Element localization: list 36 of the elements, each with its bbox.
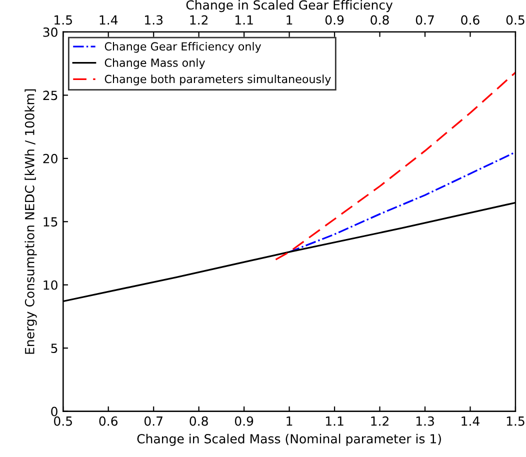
- x2-tick-label: 1.3: [145, 15, 163, 25]
- y-tick-label: 25: [43, 90, 58, 100]
- y-tick-label: 10: [44, 280, 58, 290]
- line-series: [288, 151, 516, 253]
- legend-label: Change Mass only: [104, 58, 205, 70]
- x2-tick-label: 1.4: [100, 15, 118, 25]
- x-tick-label: 1.2: [371, 416, 388, 426]
- x2-tick-label: 1.5: [54, 15, 72, 25]
- x-tick-label: 1: [286, 416, 292, 426]
- x-tick-label: 1.1: [326, 416, 344, 426]
- x-tick-label: 0.8: [190, 416, 208, 426]
- y-tick-label: 5: [51, 344, 58, 354]
- x-tick-label: 0.9: [234, 416, 254, 426]
- x-tick-label: 1.5: [506, 416, 524, 426]
- legend-label: Change Gear Efficiency only: [104, 42, 262, 53]
- x2-tick-label: 0.8: [370, 15, 389, 25]
- x-tick-label: 0.6: [99, 416, 118, 426]
- x2-tick-label: 0.6: [461, 15, 480, 25]
- y-tick-label: 15: [44, 217, 58, 227]
- y-tick-label: 0: [51, 406, 58, 416]
- x2-tick-label: 1: [286, 15, 292, 25]
- x2-tick-label: 1.2: [190, 15, 208, 25]
- x2-axis-title: Change in Scaled Gear Efficiency: [186, 0, 393, 12]
- x-tick-label: 0.7: [144, 416, 162, 426]
- x-tick-label: 0.5: [54, 416, 72, 426]
- y-tick-label: 20: [43, 154, 58, 164]
- y-axis-title: Energy Consumption NEDC [kWh / 100km]: [24, 89, 37, 354]
- legend-label: Change both parameters simultaneously: [104, 74, 331, 86]
- x2-tick-label: 0.9: [325, 15, 344, 25]
- x-tick-label: 1.3: [416, 416, 434, 426]
- x2-tick-label: 0.7: [416, 15, 434, 25]
- x2-tick-label: 0.5: [506, 15, 524, 25]
- x-axis-title: Change in Scaled Mass (Nominal parameter is 1): [137, 434, 441, 446]
- x2-tick-label: 1.1: [236, 15, 253, 25]
- y-tick-label: 30: [43, 27, 58, 37]
- x-tick-label: 1.4: [462, 416, 480, 426]
